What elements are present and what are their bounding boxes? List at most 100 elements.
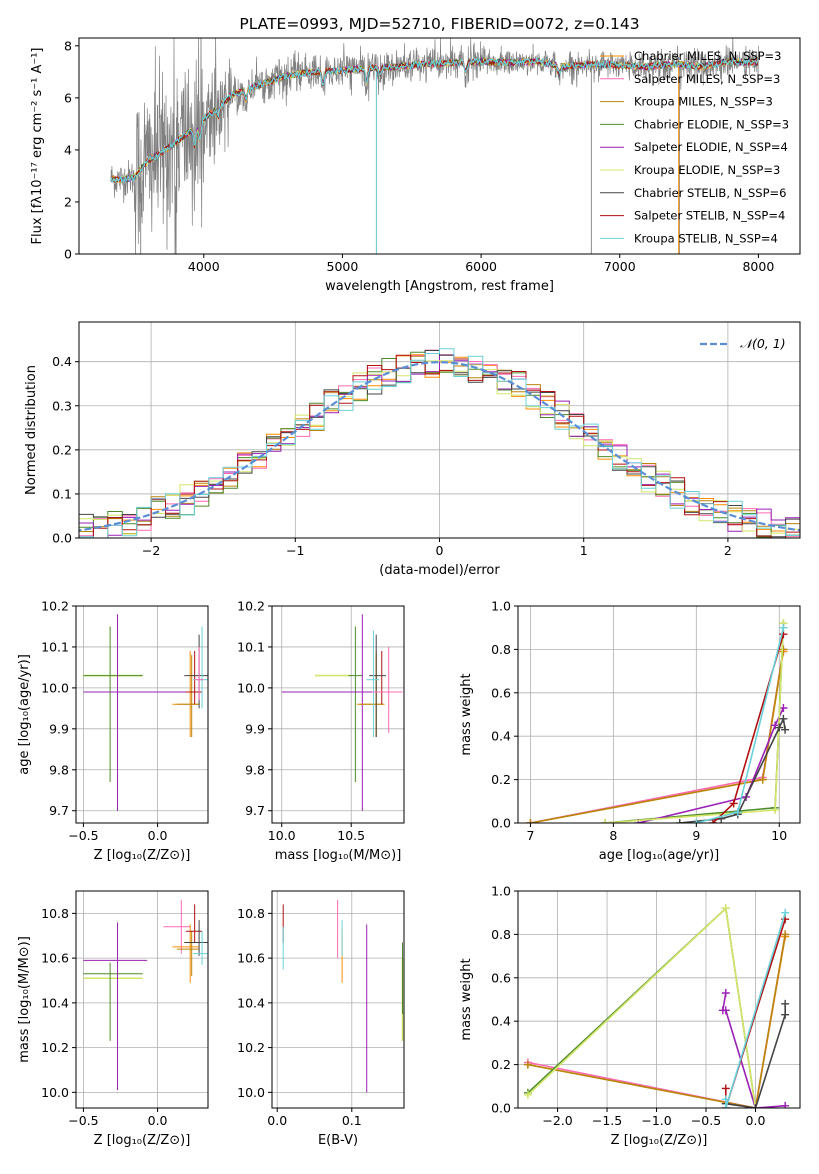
weight-point — [779, 703, 788, 712]
plot-frame — [78, 37, 801, 255]
weight-point — [781, 908, 790, 917]
x-tick-label: 10.0 — [268, 828, 296, 843]
spectrum-frame: 4000 5000 6000 7000 8000 0 2 4 6 8 wavelength [Ang… — [30, 37, 801, 294]
plot-frame — [271, 605, 405, 824]
plot-frame — [271, 890, 405, 1109]
age_vs_Z-frame: −0.5 0.0 9.7 9.8 9.9 10.0 10.1 10.2 Z [log₁₀(Z/Z… — [17, 599, 209, 863]
y-tick-label: 10.0 — [237, 1085, 265, 1100]
legend-entry: Chabrier ELODIE, N_SSP=3 — [634, 117, 789, 131]
y-tick-label: 9.9 — [245, 721, 265, 736]
weight-point — [781, 725, 790, 734]
x-tick-label: −1.5 — [592, 1113, 622, 1128]
x-tick-label: 0.0 — [267, 1113, 287, 1128]
x-tick-label: 5000 — [327, 259, 359, 274]
y-tick-label: 10.1 — [41, 639, 69, 654]
y-tick-label: 10.2 — [237, 1040, 265, 1055]
legend-entry: Kroupa ELODIE, N_SSP=3 — [634, 163, 780, 177]
y-tick-label: 9.7 — [245, 803, 265, 818]
weight-point — [601, 819, 610, 823]
legend-entry: Kroupa STELIB, N_SSP=4 — [634, 231, 778, 245]
weight-point — [708, 819, 717, 823]
y-tick-label: 0.6 — [491, 970, 511, 985]
chart-title: PLATE=0993, MJD=52710, FIBERID=0072, z=0… — [239, 15, 639, 33]
x-tick-label: −0.5 — [691, 1113, 721, 1128]
age_vs_mass-plot — [281, 614, 403, 811]
plot-frame — [517, 890, 801, 1109]
y-tick-label: 0.2 — [491, 772, 511, 787]
salpeter-stelib-weight-line — [712, 633, 785, 823]
legend-entry: Salpeter MILES, N_SSP=3 — [634, 72, 780, 86]
y-tick-label: 9.8 — [49, 762, 69, 777]
x-axis-label: wavelength [Angstrom, rest frame] — [325, 279, 554, 294]
y-tick-label: 10.8 — [41, 906, 69, 921]
x-tick-label: −2.0 — [542, 1113, 572, 1128]
legend-entry: Salpeter STELIB, N_SSP=4 — [634, 209, 785, 223]
y-tick-label: 1.0 — [491, 599, 511, 614]
x-tick-label: 0.0 — [148, 1113, 168, 1128]
y-tick-label: 4 — [64, 142, 72, 157]
x-tick-label: −2 — [142, 543, 160, 558]
x-tick-label: 7000 — [604, 259, 636, 274]
y-axis-label: Normed distribution — [24, 365, 39, 495]
weight-point — [523, 1060, 532, 1069]
weight-point — [675, 819, 684, 823]
weight-point — [771, 805, 780, 814]
y-tick-label: 10.0 — [41, 1085, 69, 1100]
weight-point — [771, 721, 780, 730]
y-axis-label: mass weight — [459, 958, 474, 1040]
x-tick-label: 1 — [580, 543, 588, 558]
weight-point — [523, 1090, 532, 1099]
weight-point — [526, 819, 535, 823]
age_vs_mass-axes — [272, 605, 404, 823]
y-tick-label: 1.0 — [491, 884, 511, 899]
weight-point — [781, 930, 790, 939]
legend-entry: Chabrier STELIB, N_SSP=6 — [634, 186, 786, 200]
weight-point — [721, 1084, 730, 1093]
y-axis-label: mass weight — [459, 673, 474, 755]
x-tick-label: 9 — [692, 828, 700, 843]
weight-point — [721, 1095, 730, 1104]
weight-point — [721, 988, 730, 997]
weight_vs_age-plot — [526, 619, 790, 823]
x-tick-label: −1.0 — [641, 1113, 671, 1128]
legend-entry: Kroupa MILES, N_SSP=3 — [634, 95, 773, 109]
x-axis-label: (data-model)/error — [379, 563, 500, 578]
y-tick-label: 10.0 — [237, 680, 265, 695]
weight-point — [781, 999, 790, 1008]
weight-point — [733, 808, 742, 817]
x-tick-label: −0.5 — [68, 828, 98, 843]
y-tick-label: 10.6 — [41, 951, 69, 966]
y-tick-label: 0.8 — [491, 927, 511, 942]
weight-point — [779, 645, 788, 654]
salpeter-stelib-weight-line — [724, 918, 786, 1108]
y-tick-label: 10.2 — [237, 599, 265, 614]
x-axis-label: Z [log₁₀(Z/Z⊙)] — [94, 1133, 191, 1148]
x-axis-label: age [log₁₀(age/yr)] — [599, 848, 720, 863]
y-tick-label: 0.8 — [491, 642, 511, 657]
weight_vs_Z-plot — [523, 904, 790, 1108]
kroupa-miles-weight-line — [527, 934, 786, 1108]
age_vs_Z-axes — [76, 605, 208, 823]
y-tick-label: 8 — [64, 38, 72, 53]
y-tick-label: 9.7 — [49, 803, 69, 818]
weight-point — [758, 775, 767, 784]
x-tick-label: 7 — [526, 828, 534, 843]
y-tick-label: 10.8 — [237, 906, 265, 921]
mass_vs_Z-axes — [76, 891, 208, 1108]
kroupa-stelib-histogram — [79, 348, 800, 538]
y-tick-label: 10.2 — [41, 1040, 69, 1055]
x-tick-label: 0.1 — [342, 1113, 362, 1128]
y-tick-label: 10.4 — [237, 995, 265, 1010]
y-tick-label: 10.1 — [237, 639, 265, 654]
y-tick-label: 0.4 — [491, 729, 511, 744]
residuals-legend: 𝒩(0, 1) — [700, 336, 786, 351]
x-tick-label: 2 — [724, 543, 732, 558]
weight-point — [751, 1104, 760, 1108]
weight-point — [721, 1104, 730, 1108]
weight-point — [781, 1101, 790, 1108]
mass_vs_Z-plot — [83, 899, 208, 1091]
plot-frame — [517, 605, 801, 824]
mass_vs_ebv-plot — [282, 899, 404, 1093]
